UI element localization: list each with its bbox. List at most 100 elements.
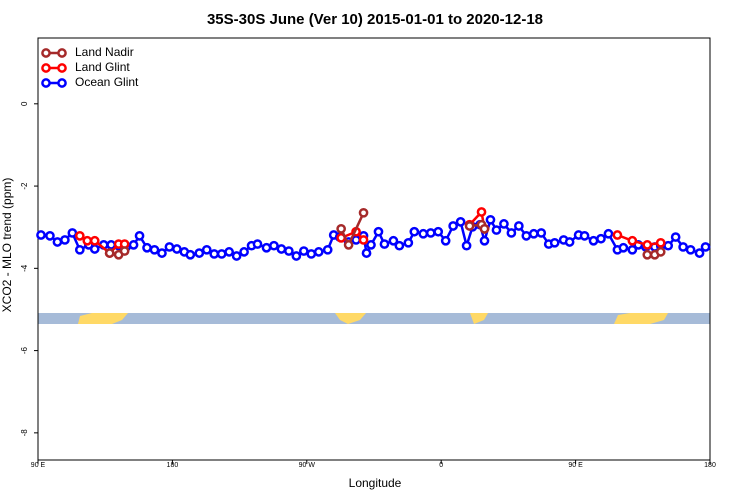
point — [366, 240, 376, 250]
point — [351, 235, 361, 245]
point — [528, 228, 539, 239]
point — [479, 235, 490, 246]
x-tick-label: 180 — [167, 462, 179, 469]
point — [298, 246, 309, 256]
point — [224, 247, 234, 257]
point — [433, 226, 444, 237]
point — [476, 207, 487, 217]
point — [149, 244, 160, 255]
point — [425, 228, 436, 238]
point — [261, 242, 272, 253]
x-tick-label: 180 — [704, 462, 716, 469]
point — [276, 244, 287, 254]
point — [36, 230, 46, 240]
point — [461, 240, 472, 251]
point — [603, 228, 614, 239]
point — [418, 228, 429, 239]
point — [358, 207, 369, 218]
point — [343, 240, 354, 250]
point — [448, 221, 458, 231]
point — [336, 223, 346, 234]
y-axis-label: XCO2 - MLO trend (ppm) — [0, 178, 14, 313]
point — [104, 248, 115, 258]
legend-label: Land Glint — [75, 60, 130, 74]
point — [322, 244, 333, 255]
point — [361, 248, 372, 258]
point — [269, 240, 279, 251]
point — [128, 240, 139, 250]
point — [479, 223, 490, 234]
point — [499, 219, 509, 229]
point — [172, 244, 182, 254]
series — [36, 214, 711, 261]
point — [588, 235, 599, 246]
point — [491, 225, 502, 235]
x-tick-label: 90 E — [568, 462, 583, 469]
point — [678, 242, 688, 252]
point — [455, 217, 466, 227]
point — [514, 221, 524, 231]
point — [618, 242, 629, 253]
y-tick-label: -6 — [20, 346, 29, 354]
point — [440, 235, 451, 246]
y-tick-label: -2 — [20, 182, 29, 190]
point — [157, 248, 167, 258]
point — [45, 230, 55, 241]
point — [655, 237, 666, 248]
point — [74, 230, 85, 241]
plot-frame — [37, 37, 711, 461]
point — [358, 235, 369, 245]
point — [185, 249, 196, 260]
point — [164, 242, 175, 252]
point — [209, 249, 220, 259]
point — [52, 237, 63, 247]
point — [284, 246, 294, 256]
legend-label: Ocean Glint — [75, 75, 139, 89]
x-tick-label: 90 E — [31, 462, 46, 469]
point — [89, 235, 100, 246]
point — [388, 235, 399, 246]
y-tick-label: -4 — [20, 264, 29, 272]
point — [74, 244, 85, 255]
legend-marker — [57, 78, 67, 88]
x-axis-label: Longitude — [349, 476, 402, 490]
point — [627, 244, 638, 255]
point — [252, 239, 263, 249]
point — [642, 249, 653, 260]
legend-marker — [41, 48, 51, 58]
point — [700, 242, 711, 252]
point — [464, 221, 475, 231]
point — [82, 235, 93, 246]
point — [642, 240, 653, 250]
point — [655, 247, 666, 257]
point — [564, 237, 575, 247]
point — [670, 232, 681, 242]
series — [104, 207, 666, 260]
point — [142, 242, 152, 253]
point — [373, 226, 384, 237]
point — [306, 249, 317, 259]
point — [379, 239, 390, 249]
point — [612, 230, 623, 240]
point — [194, 248, 205, 258]
point — [506, 228, 517, 238]
legend-label: Land Nadir — [75, 45, 134, 59]
point — [521, 230, 532, 241]
y-tick-label: 0 — [20, 101, 29, 106]
point — [231, 251, 242, 261]
legend-marker — [57, 48, 67, 58]
point — [694, 248, 705, 258]
point — [201, 244, 212, 255]
point — [685, 244, 696, 255]
point — [67, 228, 78, 238]
point — [134, 230, 145, 241]
point — [89, 244, 100, 254]
point — [536, 228, 547, 238]
point — [313, 247, 324, 257]
point — [216, 249, 227, 259]
point — [60, 235, 70, 245]
point — [239, 247, 249, 257]
point — [409, 226, 420, 237]
